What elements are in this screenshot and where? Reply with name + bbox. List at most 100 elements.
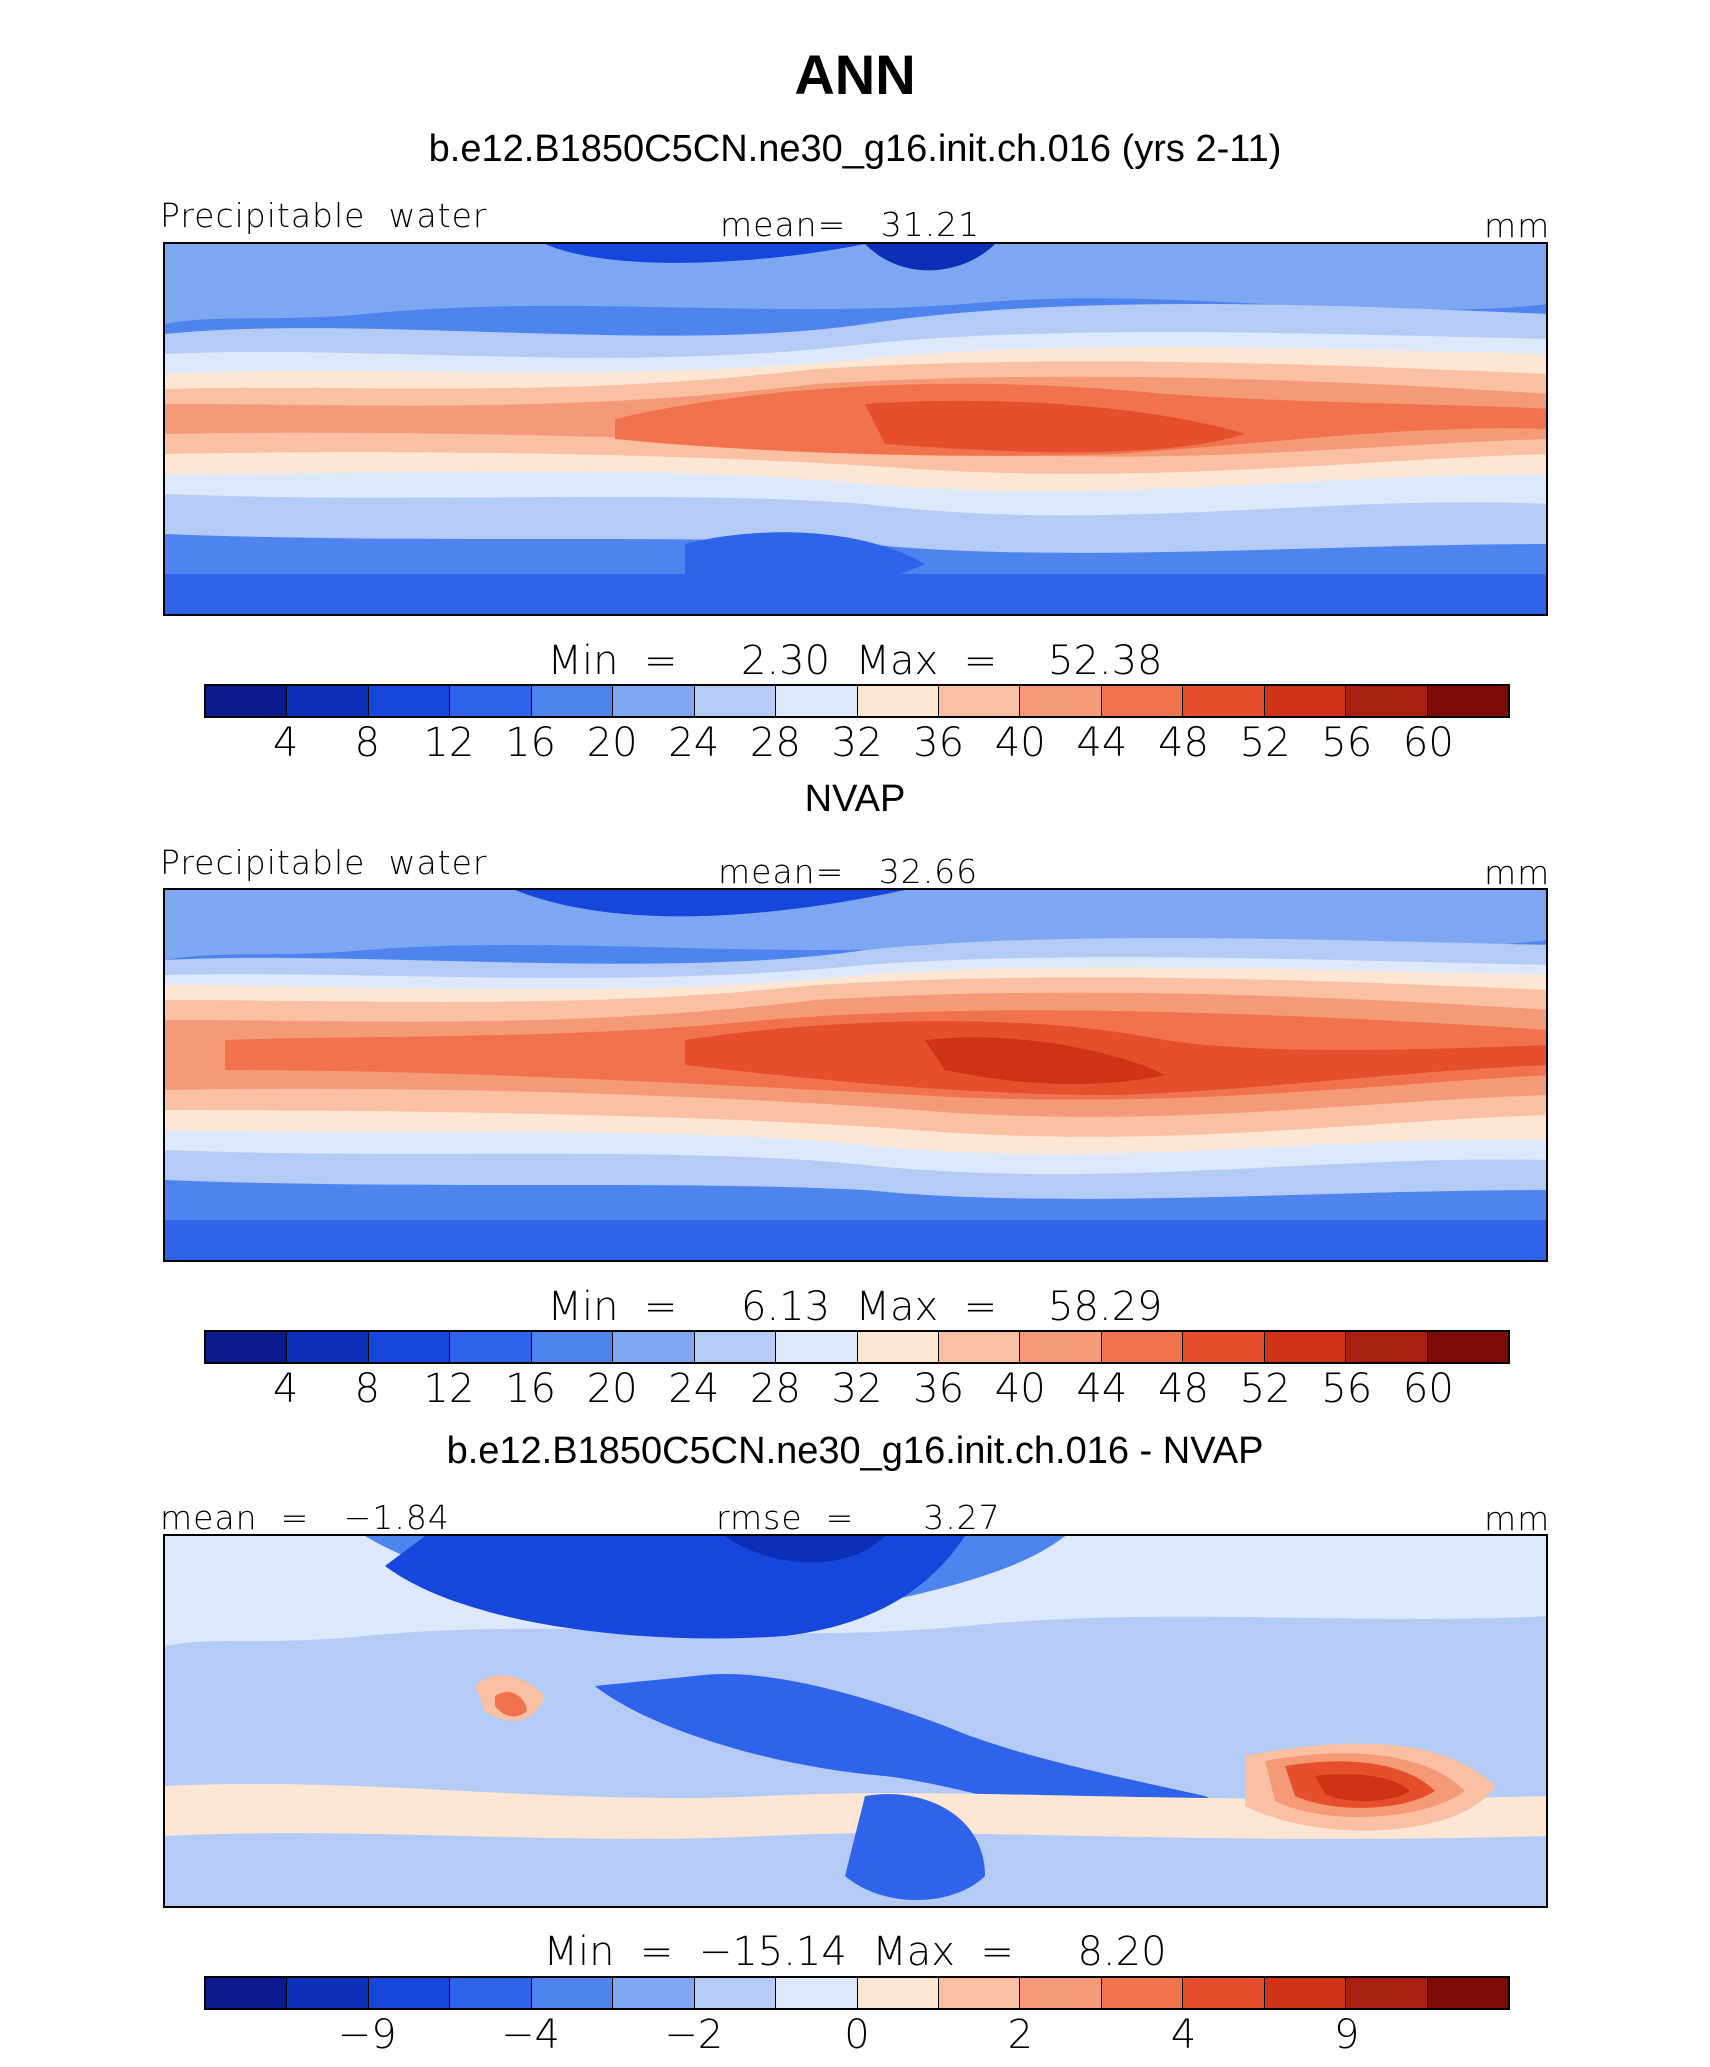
colorbar-tick-label: 36 <box>913 1366 965 1412</box>
colorbar-tick-label: 2 <box>1007 2012 1033 2058</box>
panel-1-contour-field <box>165 244 1546 614</box>
colorbar-tick-label: 48 <box>1158 720 1209 766</box>
colorbar-swatch <box>531 686 614 716</box>
colorbar-tick-label: 52 <box>1239 720 1291 766</box>
colorbar-swatch <box>1346 1978 1428 2008</box>
colorbar-tick-label: 60 <box>1402 1366 1454 1412</box>
colorbar-swatch <box>450 1978 532 2008</box>
panel-2-map <box>163 888 1548 1262</box>
colorbar-swatch <box>206 686 288 716</box>
panel-3-title: b.e12.B1850C5CN.ne30_g16.init.ch.016 - N… <box>446 1430 1264 1472</box>
colorbar-tick-label: 8 <box>354 720 380 766</box>
colorbar-tick-label: 24 <box>668 720 720 766</box>
panel-2-title: NVAP <box>804 778 906 820</box>
colorbar-swatch <box>1183 1978 1265 2008</box>
colorbar-swatch <box>1264 686 1347 716</box>
colorbar-swatch <box>938 686 1021 716</box>
panel-2-minmax: Min = 6.13 Max = 58.29 <box>547 1284 1163 1330</box>
colorbar-swatch <box>857 1332 939 1362</box>
colorbar-swatch <box>613 1978 695 2008</box>
colorbar-tick-label: 44 <box>1076 1366 1128 1412</box>
panel-3-colorbar <box>204 1976 1510 2010</box>
colorbar-tick-label: −4 <box>501 2012 560 2058</box>
colorbar-swatch <box>368 1978 451 2008</box>
colorbar-tick-label: 32 <box>831 1366 883 1412</box>
colorbar-swatch <box>857 1978 939 2008</box>
panel-2-mean-label: mean= 32.66 <box>718 852 979 891</box>
colorbar-tick-label: 9 <box>1334 2012 1360 2058</box>
colorbar-swatch <box>1020 1978 1102 2008</box>
colorbar-tick-label: 20 <box>586 720 638 766</box>
colorbar-tick-label: 52 <box>1239 1366 1291 1412</box>
colorbar-tick-label: 44 <box>1076 720 1128 766</box>
colorbar-swatch <box>1101 686 1184 716</box>
colorbar-tick-label: 40 <box>994 720 1046 766</box>
colorbar-swatch <box>287 1332 369 1362</box>
colorbar-swatch <box>694 686 777 716</box>
colorbar-swatch <box>938 1978 1021 2008</box>
colorbar-swatch <box>1183 1332 1265 1362</box>
colorbar-tick-label: 32 <box>831 720 883 766</box>
colorbar-swatch <box>1264 1332 1347 1362</box>
colorbar-tick-label: 60 <box>1402 720 1454 766</box>
colorbar-tick-label: 4 <box>272 720 299 766</box>
colorbar-swatch <box>287 686 369 716</box>
panel-1-minmax: Min = 2.30 Max = 52.38 <box>547 638 1163 684</box>
colorbar-tick-label: 12 <box>423 1366 475 1412</box>
colorbar-swatch <box>776 686 858 716</box>
colorbar-swatch <box>368 1332 451 1362</box>
colorbar-swatch <box>531 1332 614 1362</box>
colorbar-swatch <box>531 1978 614 2008</box>
colorbar-swatch <box>694 1978 777 2008</box>
colorbar-swatch <box>938 1332 1021 1362</box>
colorbar-swatch <box>1101 1978 1184 2008</box>
colorbar-swatch <box>1101 1332 1184 1362</box>
colorbar-swatch <box>694 1332 777 1362</box>
colorbar-tick-label: 28 <box>749 720 801 766</box>
panel-2-colorbar <box>204 1330 1510 1364</box>
colorbar-tick-label: 28 <box>749 1366 801 1412</box>
colorbar-tick-label: 16 <box>505 720 556 766</box>
panel-1-variable-label: Precipitable water <box>160 196 488 235</box>
panel-1-map <box>163 242 1548 616</box>
panel-2-colorbar-ticks: 4 8 12 16 20 24 28 32 36 40 44 48 52 56 60 <box>204 1366 1510 1412</box>
colorbar-swatch <box>1264 1978 1347 2008</box>
colorbar-tick-label: 4 <box>272 1366 299 1412</box>
panel-3-map <box>163 1534 1548 1908</box>
colorbar-swatch <box>1346 1332 1428 1362</box>
panel-1-title: b.e12.B1850C5CN.ne30_g16.init.ch.016 (yr… <box>428 128 1282 170</box>
colorbar-tick-label: 4 <box>1170 2012 1197 2058</box>
figure-title: ANN <box>794 43 916 106</box>
colorbar-tick-label: 40 <box>994 1366 1046 1412</box>
colorbar-swatch <box>206 1978 288 2008</box>
colorbar-swatch <box>776 1332 858 1362</box>
colorbar-swatch <box>1427 1978 1508 2008</box>
colorbar-tick-label: 20 <box>586 1366 638 1412</box>
panel-3-mean-label: mean = −1.84 <box>160 1498 450 1537</box>
panel-3-contour-field <box>165 1536 1546 1906</box>
colorbar-swatch <box>613 1332 695 1362</box>
colorbar-tick-label: −9 <box>337 2012 397 2058</box>
colorbar-tick-label: 56 <box>1321 720 1373 766</box>
colorbar-swatch <box>1020 686 1102 716</box>
colorbar-tick-label: 56 <box>1321 1366 1373 1412</box>
panel-2-variable-label: Precipitable water <box>160 843 488 882</box>
colorbar-swatch <box>450 1332 532 1362</box>
panel-3-rmse-label: rmse = 3.27 <box>716 1498 1001 1537</box>
panel-1-mean-label: mean= 31.21 <box>720 205 981 244</box>
colorbar-swatch <box>206 1332 288 1362</box>
panel-3-minmax: Min = −15.14 Max = 8.20 <box>543 1929 1167 1975</box>
colorbar-tick-label: 8 <box>354 1366 380 1412</box>
colorbar-swatch <box>450 686 532 716</box>
colorbar-swatch <box>1346 686 1428 716</box>
panel-3-units-label: mm <box>1484 1499 1551 1538</box>
colorbar-swatch <box>613 686 695 716</box>
panel-1-colorbar-ticks: 4 8 12 16 20 24 28 32 36 40 44 48 52 56 60 <box>204 720 1510 766</box>
colorbar-swatch <box>1427 686 1508 716</box>
colorbar-swatch <box>287 1978 369 2008</box>
colorbar-tick-label: 0 <box>844 2012 870 2058</box>
colorbar-swatch <box>776 1978 858 2008</box>
colorbar-tick-label: 36 <box>913 720 965 766</box>
colorbar-swatch <box>857 686 939 716</box>
colorbar-tick-label: 48 <box>1158 1366 1209 1412</box>
